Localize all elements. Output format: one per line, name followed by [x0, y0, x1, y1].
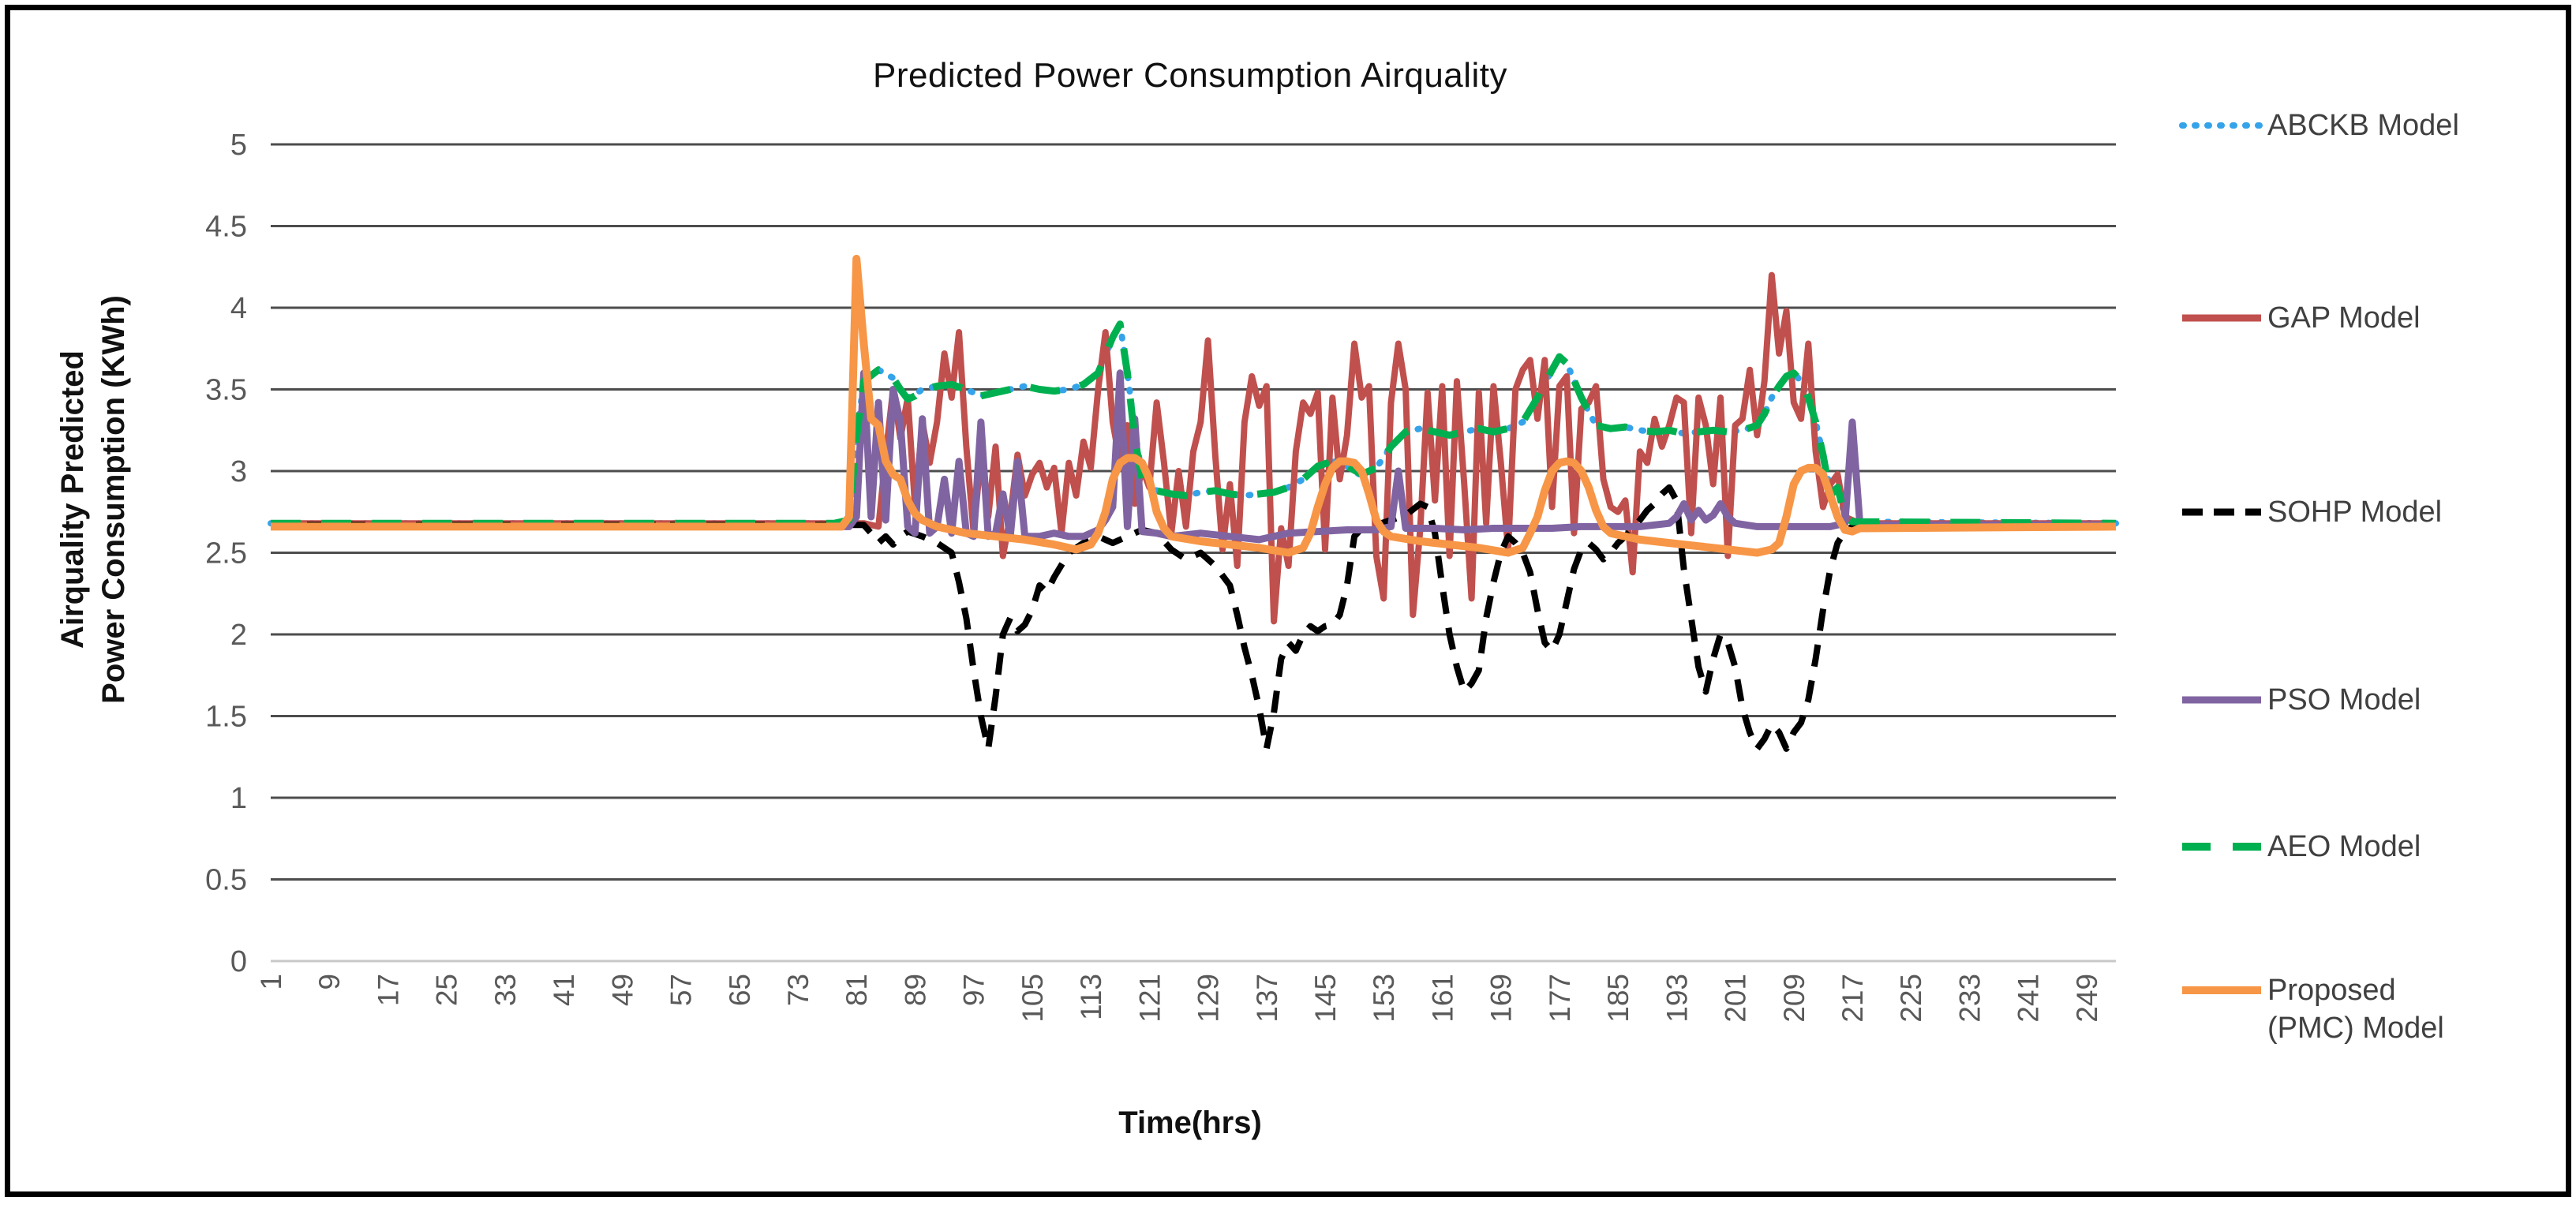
legend-item-abckb: ABCKB Model [2179, 107, 2459, 144]
legend-item-sohp: SOHP Model [2179, 493, 2442, 531]
x-tick-label: 153 [1368, 974, 1400, 1023]
series-line-proposed-pmc-model [271, 254, 2117, 557]
y-tick-label: 1 [230, 782, 247, 815]
x-tick-label: 193 [1661, 974, 1693, 1023]
y-tick-label: 0.5 [205, 864, 247, 897]
legend-label: PSO Model [2267, 683, 2421, 716]
x-tick-label: 177 [1544, 974, 1576, 1023]
series-line-abckb-model [268, 320, 2119, 527]
series-line-pso-model [271, 369, 2116, 544]
y-tick-label: 5 [230, 129, 247, 162]
x-tick-label: 81 [841, 974, 873, 1006]
x-tick-label: 169 [1485, 974, 1518, 1023]
x-tick-label: 97 [958, 974, 990, 1006]
sohp-line-sample-icon [2182, 508, 2261, 516]
x-tick-label: 105 [1017, 974, 1049, 1023]
x-tick-label: 249 [2071, 974, 2103, 1023]
y-tick-label: 1.5 [205, 701, 247, 734]
y-tick-label: 3.5 [205, 374, 247, 407]
legend-item-aeo: AEO Model [2179, 828, 2421, 866]
series-line-gap-model [271, 271, 2116, 625]
proposed-line-sample-icon [2182, 986, 2261, 994]
legend-label: Proposed (PMC) Model [2267, 971, 2444, 1047]
x-tick-label: 49 [606, 974, 638, 1006]
x-tick-label: 233 [1953, 974, 1986, 1023]
legend: ABCKB Model GAP Model SOHP Model PSO Mod… [2179, 10, 2558, 1191]
legend-label-line2: (PMC) Model [2267, 1012, 2444, 1045]
series-line-sohp-model [271, 484, 2116, 752]
y-tick-label: 4.5 [205, 211, 247, 244]
x-tick-label: 57 [665, 974, 698, 1006]
x-tick-label: 41 [548, 974, 580, 1006]
x-tick-label: 73 [782, 974, 814, 1006]
aeo-line-sample-icon [2182, 843, 2261, 851]
x-axis-title: Time(hrs) [1118, 1105, 1262, 1140]
x-tick-label: 201 [1720, 974, 1752, 1023]
plot-area: 0 0.5 1 1.5 2 2.5 3 3.5 4 4.5 5 1 9 17 25 33 41 49 57 65 73 8… [205, 129, 2119, 1023]
x-tick-label: 121 [1133, 974, 1166, 1023]
y-axis-title-line1: Airquality Predicted [55, 350, 90, 649]
legend-label-line1: Proposed [2267, 974, 2396, 1007]
x-tick-label: 241 [2012, 974, 2045, 1023]
figure-frame: Predicted Power Consumption Airquality 0… [5, 5, 2571, 1197]
x-tick-label: 33 [489, 974, 522, 1006]
legend-label: ABCKB Model [2267, 109, 2459, 142]
legend-item-gap: GAP Model [2179, 299, 2421, 337]
x-tick-label: 25 [431, 974, 463, 1006]
x-tick-label: 65 [724, 974, 756, 1006]
chart-title: Predicted Power Consumption Airquality [872, 56, 1508, 95]
x-tick-label: 113 [1075, 974, 1107, 1020]
x-tick-label: 225 [1895, 974, 1927, 1023]
x-tick-label: 145 [1309, 974, 1342, 1023]
y-tick-label: 3 [230, 455, 247, 488]
x-tick-label: 137 [1251, 974, 1283, 1023]
legend-label: GAP Model [2267, 301, 2421, 335]
x-tick-label: 129 [1193, 974, 1225, 1023]
legend-item-pso: PSO Model [2179, 681, 2421, 719]
y-tick-label: 4 [230, 292, 247, 325]
y-tick-label: 2.5 [205, 537, 247, 570]
x-tick-label: 17 [372, 974, 404, 1006]
x-tick-label: 217 [1837, 974, 1869, 1023]
y-tick-label: 2 [230, 619, 247, 652]
x-tick-label: 161 [1426, 974, 1458, 1023]
x-tick-label: 89 [899, 974, 931, 1006]
x-tick-label: 185 [1602, 974, 1634, 1023]
x-tick-label: 9 [313, 974, 346, 990]
abckb-line-sample-icon [2179, 122, 2264, 129]
x-tick-label: 1 [255, 974, 287, 990]
legend-label: AEO Model [2267, 830, 2421, 863]
pso-line-sample-icon [2182, 696, 2261, 704]
x-tick-label: 209 [1778, 974, 1810, 1023]
y-tick-label: 0 [230, 945, 247, 978]
gap-line-sample-icon [2182, 314, 2261, 322]
y-axis-title-line2: Power Consumption (KWh) [96, 295, 131, 704]
legend-item-proposed: Proposed (PMC) Model [2179, 971, 2444, 1047]
y-axis-title: Airquality Predicted Power Consumption (… [52, 295, 134, 704]
legend-label: SOHP Model [2267, 496, 2443, 529]
